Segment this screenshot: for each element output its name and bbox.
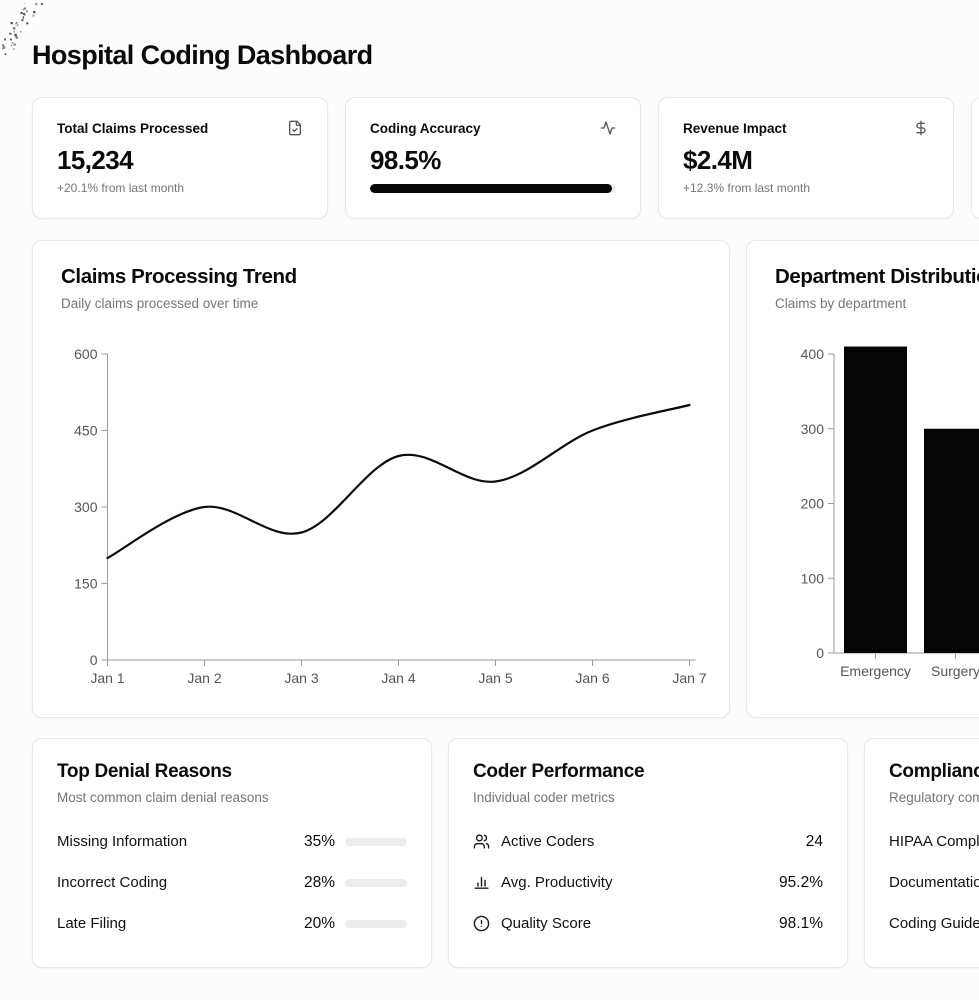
claims-trend-line-chart: 0 150 300 450 600 Jan 1 Jan 2 Jan 3 Jan 4 Jan 5 Ja… — [74, 346, 707, 686]
denial-value: 20% — [303, 914, 335, 932]
metric-value: 95.2% — [779, 873, 823, 891]
stat-label: Revenue Impact — [683, 120, 787, 136]
svg-text:Jan 1: Jan 1 — [90, 670, 124, 686]
charts-row: Claims Processing Trend Daily claims pro… — [32, 240, 979, 718]
denial-progress-bar — [345, 878, 407, 887]
compliance-label: Coding Guidelines — [889, 915, 979, 932]
users-icon — [473, 833, 490, 850]
card-title: Coder Performance — [473, 761, 645, 782]
compliance-row: Documentation — [889, 871, 979, 894]
chart-title: Department Distribution — [775, 265, 979, 288]
svg-text:0: 0 — [816, 645, 824, 661]
metric-value: 24 — [805, 832, 823, 850]
card-title: Top Denial Reasons — [57, 761, 232, 782]
card-subtitle: Regulatory compliance status — [889, 790, 979, 805]
coder-metric-row: Active Coders 24 — [473, 830, 823, 853]
chart-subtitle: Daily claims processed over time — [61, 296, 259, 311]
chart-title: Claims Processing Trend — [61, 265, 297, 288]
metric-label: Quality Score — [501, 915, 592, 932]
stat-card-revenue-impact: Revenue Impact $2.4M +12.3% from last mo… — [658, 97, 954, 219]
compliance-label: HIPAA Compliance — [889, 833, 979, 850]
coder-metric-row: Avg. Productivity 95.2% — [473, 871, 823, 894]
denial-label: Late Filing — [57, 915, 127, 932]
bar-chart-icon — [473, 874, 490, 891]
coder-performance-card: Coder Performance Individual coder metri… — [448, 738, 848, 968]
scan-artifact-corner — [2, 3, 43, 55]
denial-progress-bar — [345, 837, 407, 846]
svg-text:200: 200 — [801, 496, 825, 512]
card-subtitle: Most common claim denial reasons — [57, 790, 269, 805]
dollar-sign-icon — [913, 120, 929, 136]
stat-sub: +20.1% from last month — [57, 181, 185, 195]
svg-text:300: 300 — [801, 421, 825, 437]
metric-label: Avg. Productivity — [501, 874, 613, 891]
metric-label: Active Coders — [501, 833, 595, 850]
svg-text:400: 400 — [801, 346, 825, 362]
denial-label: Incorrect Coding — [57, 874, 168, 891]
top-denial-reasons-card: Top Denial Reasons Most common claim den… — [32, 738, 432, 968]
coder-metric-list: Active Coders 24 Avg. Productivity 95.2% Qua… — [473, 830, 823, 935]
svg-text:Jan 2: Jan 2 — [187, 670, 221, 686]
svg-text:600: 600 — [74, 346, 98, 362]
card-subtitle: Individual coder metrics — [473, 790, 615, 805]
stat-card-partial — [971, 97, 979, 219]
file-check-icon — [287, 120, 303, 136]
bottom-cards-row: Top Denial Reasons Most common claim den… — [32, 738, 979, 968]
stat-card-total-claims: Total Claims Processed 15,234 +20.1% fro… — [32, 97, 328, 219]
svg-text:Jan 7: Jan 7 — [672, 670, 706, 686]
card-title: Compliance — [889, 761, 979, 782]
svg-text:450: 450 — [74, 423, 98, 439]
chart-subtitle: Claims by department — [775, 296, 907, 311]
stat-label: Total Claims Processed — [57, 120, 209, 136]
svg-text:Jan 3: Jan 3 — [284, 670, 318, 686]
stat-label: Coding Accuracy — [370, 120, 481, 136]
denial-reason-list: Missing Information 35% Incorrect Coding 28… — [57, 830, 407, 935]
denial-progress-bar — [345, 919, 407, 928]
coder-metric-row: Quality Score 98.1% — [473, 912, 823, 935]
stat-cards-row: Total Claims Processed 15,234 +20.1% fro… — [32, 97, 979, 219]
accuracy-progress-fill — [370, 184, 613, 193]
compliance-row: HIPAA Compliance — [889, 830, 979, 853]
denial-row: Missing Information 35% — [57, 830, 407, 853]
svg-text:Emergency: Emergency — [840, 663, 911, 679]
alert-circle-icon — [473, 915, 490, 932]
department-bar-chart: 0 100 200 300 400 Emergency Surgery — [801, 346, 979, 679]
svg-text:0: 0 — [90, 652, 98, 668]
denial-row: Late Filing 20% — [57, 912, 407, 935]
compliance-card: Compliance Regulatory compliance status … — [864, 738, 979, 968]
denial-value: 28% — [303, 873, 335, 891]
department-distribution-card: Department Distribution Claims by depart… — [746, 240, 979, 718]
bar-surgery — [924, 428, 979, 653]
denial-row: Incorrect Coding 28% — [57, 871, 407, 894]
svg-text:Jan 4: Jan 4 — [381, 670, 415, 686]
stat-value: 15,234 — [57, 145, 134, 175]
claims-trend-card: Claims Processing Trend Daily claims pro… — [32, 240, 730, 718]
denial-label: Missing Information — [57, 833, 188, 850]
accuracy-progress-bar — [370, 184, 616, 193]
denial-value: 35% — [303, 832, 335, 850]
svg-text:300: 300 — [74, 499, 98, 515]
stat-value: $2.4M — [683, 145, 753, 175]
page-title: Hospital Coding Dashboard — [32, 40, 373, 70]
activity-icon — [600, 120, 616, 136]
claims-trend-line — [106, 403, 691, 560]
compliance-row: Coding Guidelines — [889, 912, 979, 935]
svg-text:150: 150 — [74, 576, 98, 592]
svg-text:Jan 5: Jan 5 — [478, 670, 512, 686]
svg-text:Jan 6: Jan 6 — [575, 670, 609, 686]
svg-text:100: 100 — [801, 570, 825, 586]
metric-value: 98.1% — [779, 914, 823, 932]
stat-card-coding-accuracy: Coding Accuracy 98.5% — [345, 97, 641, 219]
stat-value: 98.5% — [370, 145, 441, 175]
bar-emergency — [844, 346, 907, 653]
compliance-label: Documentation — [889, 874, 979, 891]
svg-text:Surgery: Surgery — [931, 663, 979, 679]
stat-sub: +12.3% from last month — [683, 181, 811, 195]
compliance-list: HIPAA Compliance Documentation Coding Guid… — [889, 830, 979, 935]
